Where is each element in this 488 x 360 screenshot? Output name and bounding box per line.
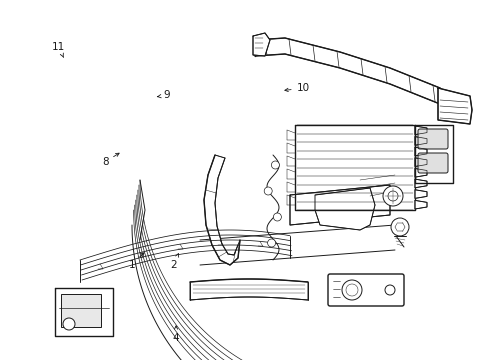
Polygon shape [414, 158, 426, 166]
Polygon shape [55, 288, 113, 336]
Polygon shape [314, 188, 374, 230]
Polygon shape [414, 126, 426, 135]
Polygon shape [414, 168, 426, 177]
FancyBboxPatch shape [61, 294, 101, 327]
Polygon shape [294, 125, 414, 210]
Polygon shape [437, 88, 471, 124]
Circle shape [384, 285, 394, 295]
Text: 6: 6 [367, 179, 380, 189]
Circle shape [63, 318, 75, 330]
Circle shape [390, 218, 408, 236]
Text: 1: 1 [128, 253, 144, 270]
Polygon shape [203, 155, 240, 265]
Polygon shape [414, 179, 426, 188]
Circle shape [387, 191, 397, 201]
Polygon shape [414, 190, 426, 198]
Text: 4: 4 [172, 326, 179, 343]
Circle shape [346, 284, 357, 296]
Circle shape [271, 161, 279, 169]
Text: 2: 2 [170, 253, 178, 270]
FancyBboxPatch shape [417, 129, 447, 149]
Text: 7: 7 [389, 282, 399, 297]
Text: 11: 11 [52, 42, 65, 57]
FancyBboxPatch shape [327, 274, 403, 306]
Text: 9: 9 [157, 90, 169, 100]
Polygon shape [254, 38, 452, 118]
Text: 5: 5 [391, 132, 408, 149]
Text: 3: 3 [206, 188, 213, 204]
Polygon shape [190, 279, 307, 300]
Text: 10: 10 [285, 83, 309, 93]
Polygon shape [414, 125, 452, 183]
Circle shape [267, 239, 275, 247]
Circle shape [341, 280, 361, 300]
Polygon shape [414, 137, 426, 145]
Polygon shape [414, 147, 426, 156]
Polygon shape [414, 201, 426, 209]
FancyBboxPatch shape [417, 153, 447, 173]
Polygon shape [252, 33, 269, 56]
Circle shape [382, 186, 402, 206]
Text: 8: 8 [102, 153, 119, 167]
Circle shape [273, 213, 281, 221]
Circle shape [264, 187, 272, 195]
Polygon shape [289, 185, 389, 225]
